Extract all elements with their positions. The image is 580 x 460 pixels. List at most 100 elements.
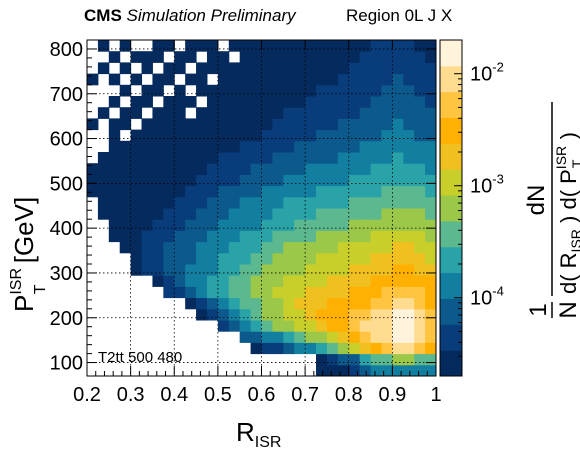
heatmap-bin bbox=[337, 185, 350, 198]
heatmap-bin bbox=[326, 51, 339, 63]
heatmap-bin bbox=[381, 353, 393, 366]
heatmap-bin bbox=[381, 208, 393, 220]
heatmap-bin bbox=[250, 264, 262, 276]
heatmap-bin bbox=[359, 118, 372, 131]
heatmap-bin bbox=[130, 219, 143, 231]
heatmap-bin bbox=[305, 84, 317, 97]
heatmap-bin bbox=[425, 364, 437, 377]
heatmap-bin bbox=[174, 185, 186, 198]
heatmap-bin bbox=[403, 96, 415, 108]
heatmap-bin bbox=[217, 51, 230, 63]
heatmap-bin bbox=[163, 96, 175, 108]
heatmap-bin bbox=[141, 219, 153, 231]
heatmap-bin bbox=[359, 163, 372, 175]
heatmap-bin bbox=[283, 152, 295, 164]
heatmap-bin bbox=[239, 252, 252, 265]
heatmap-bin bbox=[152, 208, 164, 220]
heatmap-bin bbox=[141, 264, 153, 276]
heatmap-bin bbox=[316, 252, 328, 265]
heatmap-bin bbox=[239, 107, 252, 119]
heatmap-bin bbox=[305, 96, 317, 108]
heatmap-bin bbox=[119, 62, 132, 75]
heatmap-bin bbox=[414, 342, 426, 355]
heatmap-bin bbox=[392, 129, 404, 142]
heatmap-bin bbox=[196, 252, 208, 265]
heatmap-bin bbox=[185, 163, 197, 175]
heatmap-bin bbox=[425, 62, 437, 75]
heatmap-bin bbox=[250, 308, 262, 321]
heatmap-bin bbox=[337, 286, 350, 299]
heatmap-bin bbox=[228, 163, 241, 175]
heatmap-bin bbox=[316, 163, 328, 175]
heatmap-bin bbox=[163, 185, 175, 198]
heatmap-bin bbox=[305, 40, 317, 52]
heatmap-bin bbox=[414, 152, 426, 164]
heatmap-bin bbox=[381, 196, 393, 209]
heatmap-bin bbox=[392, 96, 404, 108]
heatmap-bin bbox=[348, 40, 361, 52]
heatmap-bin bbox=[392, 230, 404, 243]
heatmap-bin bbox=[425, 51, 437, 63]
heatmap-bin bbox=[196, 297, 208, 310]
heatmap-bin bbox=[196, 286, 208, 299]
heatmap-bin bbox=[294, 264, 306, 276]
heatmap-bin bbox=[381, 174, 393, 187]
heatmap-bin bbox=[337, 118, 350, 131]
heatmap-bin bbox=[359, 320, 372, 332]
heatmap-bin bbox=[326, 62, 339, 75]
heatmap-bin bbox=[316, 230, 328, 243]
heatmap-bin bbox=[370, 152, 382, 164]
color-bar-segment bbox=[440, 40, 462, 67]
heatmap-bin bbox=[414, 364, 426, 377]
heatmap-bin bbox=[370, 96, 382, 108]
heatmap-bin bbox=[217, 264, 230, 276]
heatmap-bin bbox=[130, 264, 143, 276]
heatmap-bin bbox=[305, 264, 317, 276]
heatmap-bin bbox=[305, 275, 317, 287]
heatmap-bin bbox=[326, 185, 339, 198]
heatmap-bin bbox=[261, 230, 273, 243]
heatmap-bin bbox=[272, 264, 284, 276]
heatmap-bin bbox=[152, 40, 164, 52]
heatmap-bin bbox=[250, 40, 262, 52]
heatmap-bin bbox=[185, 96, 197, 108]
x-tick-label: 0.7 bbox=[291, 384, 319, 406]
heatmap-bin bbox=[196, 62, 208, 75]
heatmap-bin bbox=[206, 275, 219, 287]
heatmap-bin bbox=[261, 62, 273, 75]
heatmap-bin bbox=[381, 252, 393, 265]
heatmap-bin bbox=[316, 241, 328, 254]
heatmap-bin bbox=[425, 342, 437, 355]
heatmap-bin bbox=[403, 152, 415, 164]
heatmap-bin bbox=[425, 230, 437, 243]
heatmap-bin bbox=[414, 129, 426, 142]
heatmap-bin bbox=[370, 73, 382, 86]
heatmap-bin bbox=[141, 152, 153, 164]
heatmap-bin bbox=[119, 208, 132, 220]
heatmap-bin bbox=[326, 129, 339, 142]
heatmap-bin bbox=[228, 241, 241, 254]
heatmap-bin bbox=[414, 353, 426, 366]
experiment-label: CMS bbox=[84, 6, 122, 25]
color-bar bbox=[439, 39, 463, 377]
heatmap-bin bbox=[141, 196, 153, 209]
heatmap-bin bbox=[337, 163, 350, 175]
heatmap-bin bbox=[425, 96, 437, 108]
heatmap-bin bbox=[337, 96, 350, 108]
heatmap-bin bbox=[425, 297, 437, 310]
heatmap-bin bbox=[305, 163, 317, 175]
heatmap-bin bbox=[305, 129, 317, 142]
heatmap-bin bbox=[337, 308, 350, 321]
heatmap-bin bbox=[174, 96, 186, 108]
heatmap-bin bbox=[250, 163, 262, 175]
heatmap-bin bbox=[272, 241, 284, 254]
heatmap-bin bbox=[381, 297, 393, 310]
heatmap-bin bbox=[185, 40, 197, 52]
heatmap-bin bbox=[272, 275, 284, 287]
heatmap-bin bbox=[185, 230, 197, 243]
heatmap-bin bbox=[228, 219, 241, 231]
heatmap-bin bbox=[425, 40, 437, 52]
heatmap-bin bbox=[163, 107, 175, 119]
heatmap-bin bbox=[305, 342, 317, 355]
heatmap-bin bbox=[217, 73, 230, 86]
